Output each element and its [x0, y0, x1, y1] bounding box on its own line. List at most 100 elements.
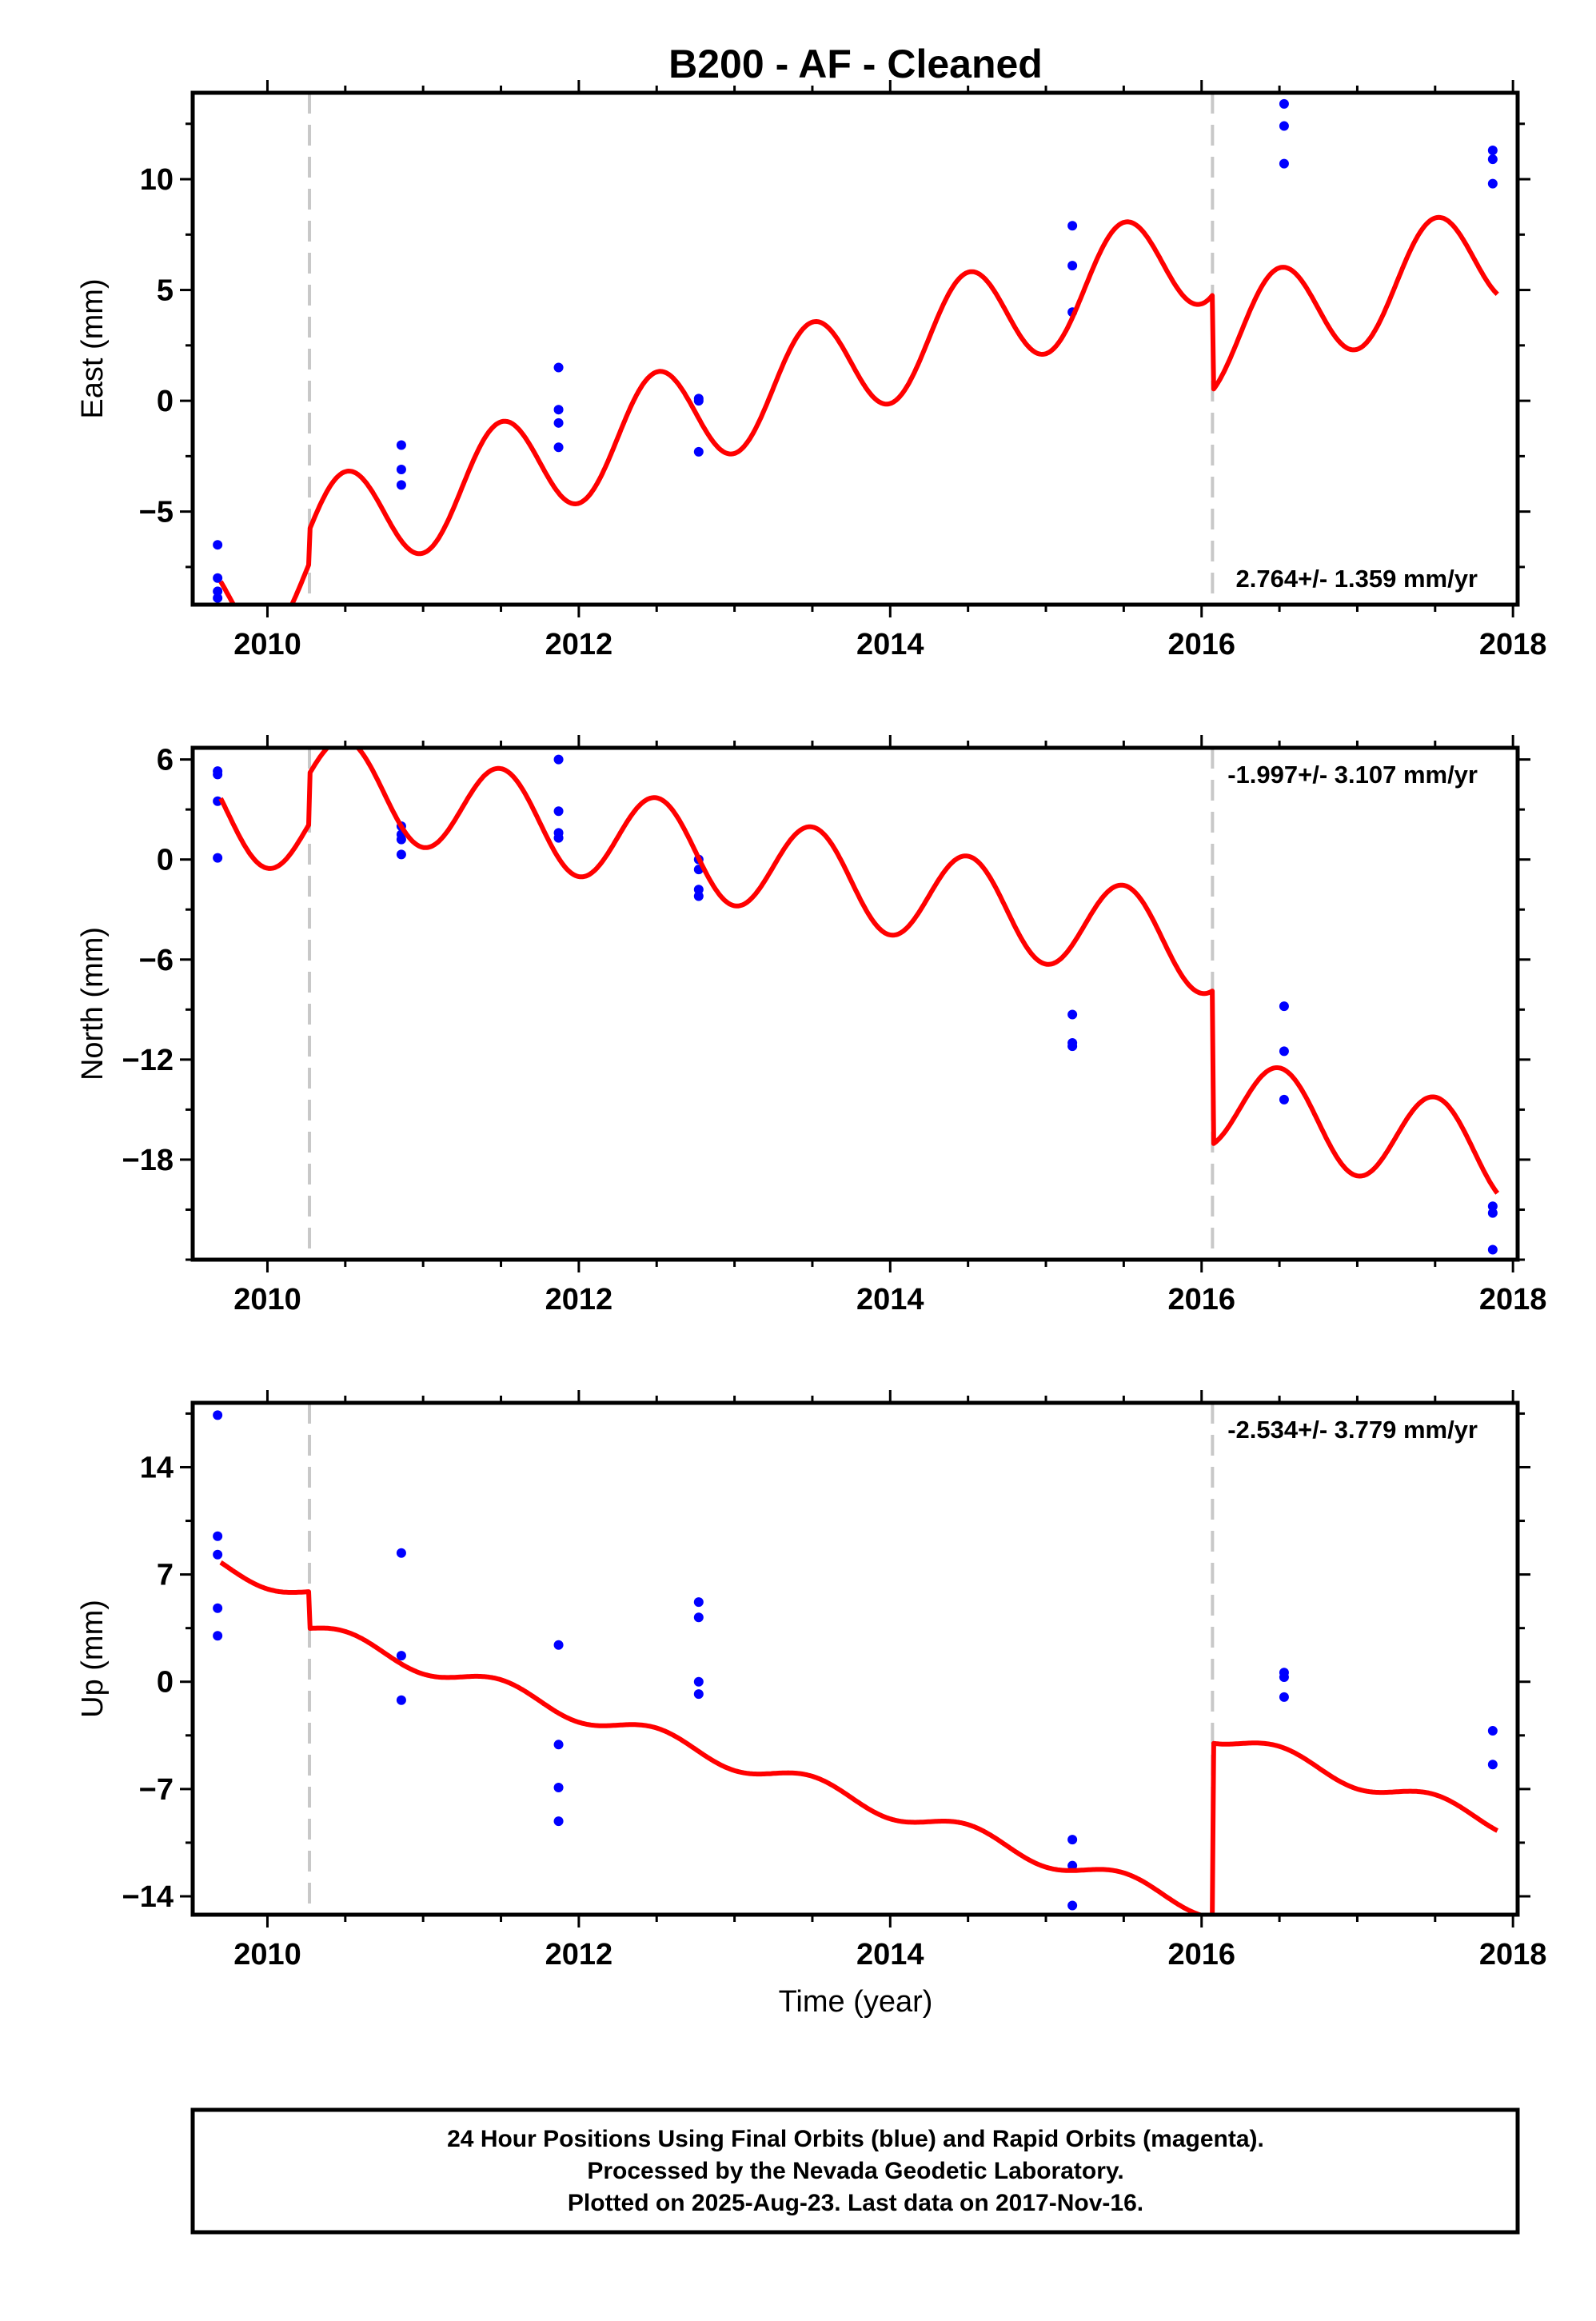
- footer-line-1: 24 Hour Positions Using Final Orbits (bl…: [447, 2126, 1264, 2152]
- east-data-point-2: [213, 586, 223, 597]
- east-data-point-22: [1487, 178, 1498, 189]
- north-x-tick-label: 2016: [1167, 1283, 1235, 1316]
- up-panel: 2010 2012 2014 2016 2018 −14 −7 0 7 14 Up (mm) -2.5…: [76, 1390, 1546, 1971]
- up-data-point-16: [1067, 1835, 1078, 1845]
- up-data-point-1: [213, 1531, 223, 1541]
- up-data-point-2: [213, 1549, 223, 1560]
- east-data-point-8: [553, 405, 564, 415]
- up-data-point-14: [693, 1676, 704, 1687]
- up-data-point-21: [1279, 1692, 1289, 1702]
- up-y-tick-label: 0: [157, 1666, 174, 1700]
- east-data-point-9: [553, 417, 564, 428]
- up-rate-annotation: -2.534+/- 3.779 mm/yr: [1227, 1416, 1478, 1444]
- north-data-point-16: [1067, 1009, 1078, 1020]
- north-data-point-7: [396, 849, 406, 860]
- east-x-tick-label: 2018: [1479, 628, 1547, 661]
- up-data-point-8: [553, 1640, 564, 1650]
- up-y-tick-label: −7: [139, 1773, 174, 1807]
- north-data-point-24: [1487, 1244, 1498, 1255]
- up-data-point-15: [693, 1689, 704, 1700]
- north-x-tick-label: 2010: [233, 1283, 301, 1316]
- north-y-tick-label: 0: [157, 844, 174, 877]
- up-data-point-22: [1487, 1726, 1498, 1736]
- north-plot-frame: [190, 745, 1520, 1262]
- footer-box: [190, 2107, 1520, 2235]
- up-x-tick-label: 2012: [545, 1938, 613, 1971]
- north-data-point-22: [1487, 1201, 1498, 1212]
- up-data-point-10: [553, 1782, 564, 1792]
- up-y-tick-label: 7: [157, 1559, 174, 1592]
- up-x-tick-label: 2014: [856, 1938, 924, 1971]
- north-data-point-9: [553, 806, 564, 817]
- up-data-point-5: [396, 1548, 406, 1558]
- east-data-point-10: [553, 442, 564, 453]
- east-x-tick-label: 2016: [1167, 628, 1235, 661]
- east-y-tick-label: 5: [157, 274, 174, 308]
- east-data-point-5: [396, 464, 406, 474]
- north-y-tick-label: −6: [139, 944, 174, 977]
- north-x-tick-label: 2018: [1479, 1283, 1547, 1316]
- up-data-point-17: [1067, 1860, 1078, 1871]
- east-x-tick-label: 2012: [545, 628, 613, 661]
- north-model-line: [218, 748, 1500, 1195]
- east-x-tick-label: 2014: [856, 628, 924, 661]
- up-data-point-4: [213, 1631, 223, 1641]
- north-y-axis-label: North (mm): [76, 927, 110, 1081]
- up-plot-frame: [190, 1400, 1520, 1917]
- figure-title: B200 - AF - Cleaned: [668, 42, 1043, 86]
- north-data-point-21: [1279, 1094, 1289, 1105]
- east-data-point-18: [1279, 121, 1289, 131]
- north-data-point-6: [396, 834, 406, 845]
- up-y-tick-label: 14: [140, 1451, 174, 1484]
- north-x-tick-label: 2012: [545, 1283, 613, 1316]
- north-data-point-3: [213, 853, 223, 863]
- north-rate-annotation: -1.997+/- 3.107 mm/yr: [1227, 761, 1478, 789]
- up-data-point-3: [213, 1603, 223, 1613]
- east-data-point-19: [1279, 158, 1289, 169]
- east-panel: 2010 2012 2014 2016 2018 −5 0 5 10 East (mm) 2.764…: [76, 80, 1546, 661]
- north-y-tick-label: 6: [157, 744, 174, 777]
- north-data-point-15: [693, 891, 704, 901]
- up-data-point-0: [213, 1410, 223, 1420]
- up-data-point-6: [396, 1651, 406, 1661]
- north-data-point-18: [1067, 1041, 1078, 1052]
- up-data-point-12: [693, 1597, 704, 1608]
- north-data-point-11: [553, 833, 564, 843]
- north-data-point-20: [1279, 1046, 1289, 1057]
- up-data-point-11: [553, 1816, 564, 1827]
- up-x-tick-label: 2018: [1479, 1938, 1547, 1971]
- east-data-point-1: [213, 573, 223, 583]
- up-data-point-23: [1487, 1760, 1498, 1770]
- north-data-point-23: [1487, 1208, 1498, 1218]
- east-x-tick-label: 2010: [233, 628, 301, 661]
- up-data-point-18: [1067, 1900, 1078, 1911]
- up-data-point-9: [553, 1740, 564, 1750]
- up-data-point-20: [1279, 1672, 1289, 1682]
- north-y-tick-label: −12: [122, 1044, 174, 1077]
- north-y-tick-label: −18: [122, 1144, 174, 1177]
- east-data-point-17: [1279, 98, 1289, 109]
- north-data-point-8: [553, 754, 564, 765]
- east-y-tick-label: 0: [157, 385, 174, 418]
- east-data-point-6: [396, 480, 406, 490]
- up-data-point-7: [396, 1695, 406, 1705]
- footer-line-2: Processed by the Nevada Geodetic Laborat…: [587, 2158, 1123, 2184]
- up-y-tick-label: −14: [122, 1880, 174, 1914]
- up-y-axis-label: Up (mm): [76, 1600, 110, 1718]
- east-plot-frame: [190, 90, 1520, 607]
- x-axis-label: Time (year): [779, 1985, 933, 2019]
- east-y-tick-label: −5: [139, 496, 174, 529]
- east-rate-annotation: 2.764+/- 1.359 mm/yr: [1236, 565, 1478, 593]
- up-model-line: [219, 1560, 1499, 1915]
- east-data-point-12: [693, 396, 704, 406]
- north-x-tick-label: 2014: [856, 1283, 924, 1316]
- east-data-point-20: [1487, 146, 1498, 156]
- north-panel: 2010 2012 2014 2016 2018 −18 −12 −6 0 6 North (mm)…: [76, 735, 1546, 1316]
- east-model-line: [218, 214, 1499, 605]
- east-y-axis-label: East (mm): [76, 278, 110, 418]
- east-data-point-21: [1487, 154, 1498, 165]
- east-data-point-4: [396, 440, 406, 450]
- up-data-point-13: [693, 1612, 704, 1623]
- east-data-point-7: [553, 362, 564, 373]
